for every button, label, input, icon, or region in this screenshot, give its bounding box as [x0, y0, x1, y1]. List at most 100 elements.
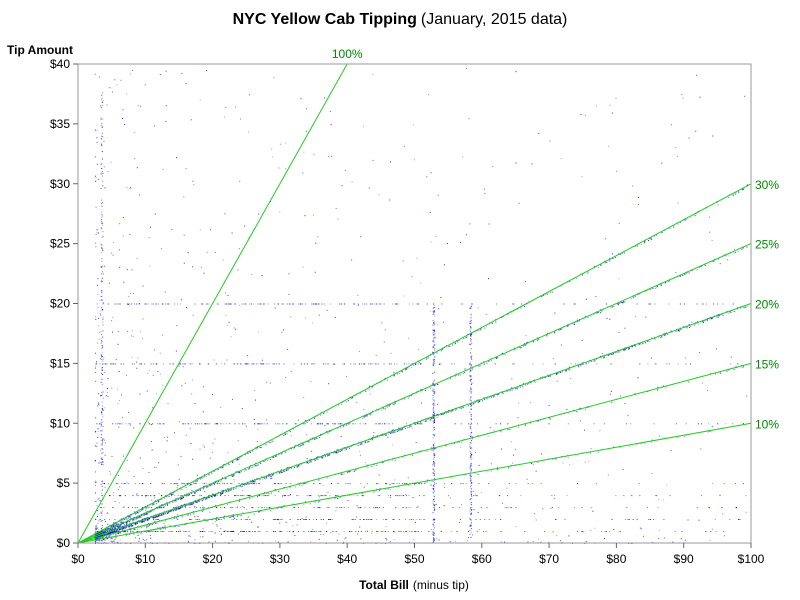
data-point [453, 363, 455, 365]
data-point [714, 260, 716, 262]
data-point [354, 423, 356, 425]
data-point [346, 401, 348, 403]
data-point [136, 507, 138, 509]
data-point [276, 519, 278, 520]
data-point [611, 401, 613, 403]
data-point [264, 495, 266, 497]
data-point [315, 303, 317, 305]
data-point [386, 406, 388, 408]
data-point [244, 423, 246, 425]
data-point [722, 513, 723, 515]
data-point [208, 363, 210, 365]
data-point [101, 271, 103, 273]
data-point [107, 523, 109, 525]
data-point [180, 299, 182, 301]
data-point [119, 400, 120, 401]
data-point [470, 477, 472, 479]
data-point [101, 411, 103, 413]
data-point [663, 335, 665, 337]
data-point [100, 296, 102, 297]
data-point [221, 480, 223, 482]
data-point [176, 303, 178, 305]
data-point [264, 492, 266, 493]
data-point [368, 363, 370, 365]
data-point [433, 462, 435, 464]
data-point [177, 514, 179, 516]
data-point [153, 517, 154, 519]
data-point [202, 528, 204, 530]
data-point [101, 107, 103, 109]
data-point [658, 538, 660, 540]
data-point [99, 462, 101, 464]
data-point [123, 455, 124, 457]
data-point [182, 366, 184, 368]
data-point [282, 423, 284, 425]
data-point [426, 358, 427, 360]
data-point [167, 303, 169, 305]
data-point [116, 524, 118, 525]
data-point [680, 538, 682, 540]
data-point [382, 531, 384, 532]
data-point [348, 447, 350, 449]
data-point [94, 445, 96, 447]
data-point [433, 360, 435, 361]
data-point [281, 472, 283, 473]
data-point [581, 507, 583, 509]
data-point [228, 491, 230, 492]
data-point [554, 331, 556, 333]
data-point [339, 507, 341, 509]
data-point [326, 507, 328, 509]
data-point [612, 306, 613, 308]
data-point [219, 483, 221, 485]
data-point [658, 529, 660, 531]
data-point [373, 507, 375, 509]
data-point [120, 532, 122, 534]
data-point [469, 519, 471, 521]
data-point [258, 483, 260, 485]
data-point [526, 303, 528, 305]
data-point [268, 363, 270, 365]
data-point [433, 410, 435, 412]
data-point [608, 145, 609, 147]
data-point [100, 280, 102, 282]
data-point [659, 435, 660, 437]
data-point [585, 114, 586, 116]
data-point [728, 196, 730, 198]
data-point [580, 420, 581, 422]
data-point [136, 257, 138, 259]
data-point [246, 509, 248, 510]
data-point [469, 369, 471, 371]
data-point [243, 495, 245, 497]
data-point [106, 104, 108, 106]
data-point [432, 341, 434, 342]
data-point [118, 371, 120, 372]
data-point [434, 478, 436, 480]
data-point [100, 124, 102, 126]
data-point [470, 536, 472, 538]
data-point [234, 363, 236, 365]
data-point [192, 523, 194, 525]
data-point [418, 363, 420, 365]
data-point [565, 370, 567, 372]
data-point [94, 156, 96, 158]
data-point [101, 126, 103, 128]
data-point [372, 363, 374, 365]
data-point [394, 531, 396, 533]
data-point [697, 210, 699, 212]
data-point [478, 365, 480, 367]
data-point [274, 303, 275, 305]
data-point [378, 194, 380, 196]
data-point [170, 531, 172, 532]
data-point [341, 423, 343, 425]
data-point [229, 303, 231, 305]
data-point [585, 298, 587, 300]
data-point [118, 502, 120, 504]
data-point [584, 408, 586, 410]
data-point [470, 525, 472, 527]
data-point [96, 423, 98, 425]
data-point [137, 512, 139, 513]
data-point [325, 495, 327, 497]
data-point [471, 358, 472, 360]
data-point [618, 331, 620, 333]
data-point [494, 393, 496, 395]
